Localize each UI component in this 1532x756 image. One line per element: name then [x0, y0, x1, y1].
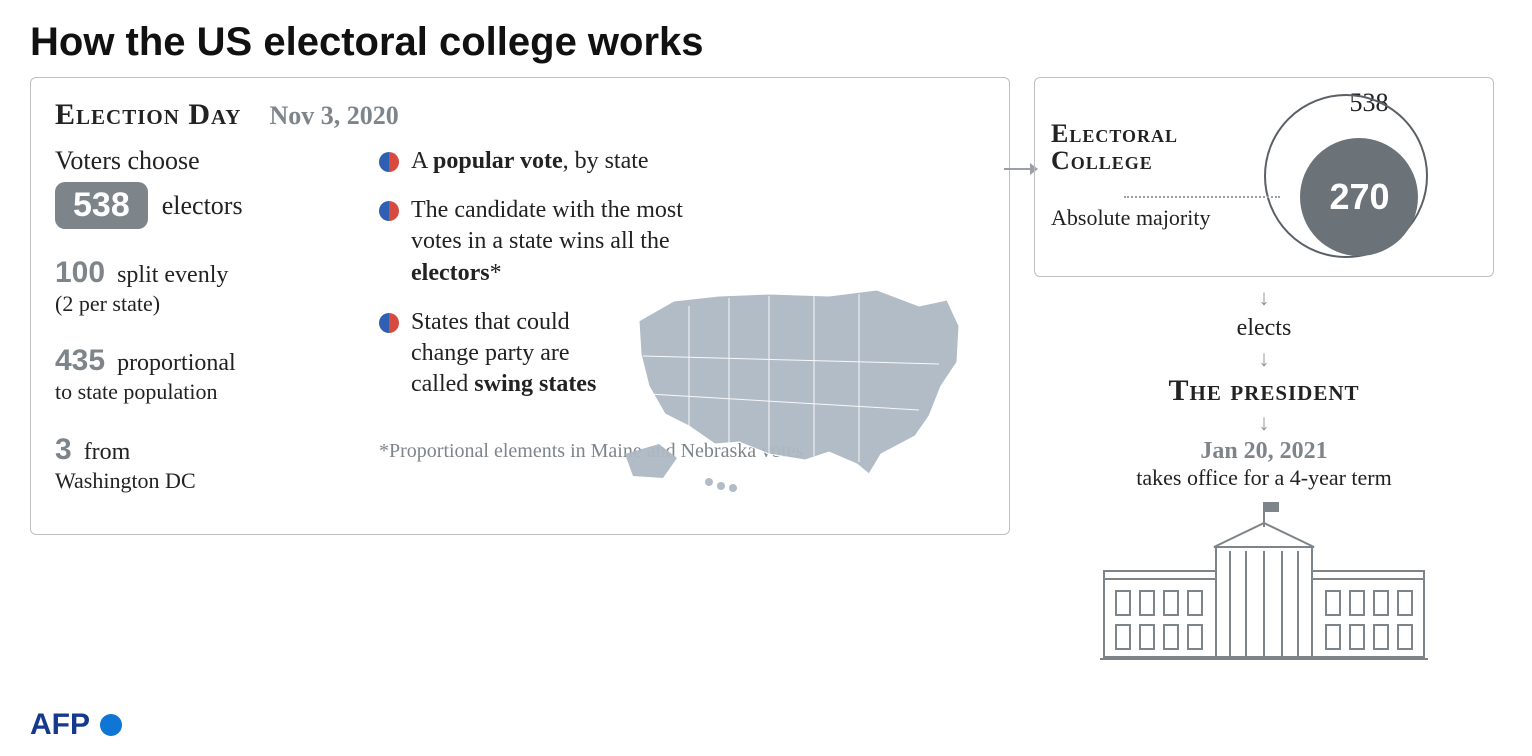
main-row: Election Day Nov 3, 2020 Voters choose 5…: [30, 77, 1502, 671]
election-day-panel: Election Day Nov 3, 2020 Voters choose 5…: [30, 77, 1010, 535]
bullet-swing-states: States that could change party are calle…: [379, 307, 609, 401]
fact-num: 3: [55, 433, 72, 466]
electoral-college-panel: Electoral College Absolute majority 538 …: [1034, 77, 1494, 277]
connector-arrow-icon: [1004, 157, 1038, 181]
bicolor-dot-icon: [379, 201, 399, 221]
bullet-text: A popular vote, by state: [411, 146, 649, 177]
fact-sub: (2 per state): [55, 291, 355, 317]
source-afp: AFP: [30, 708, 122, 742]
page-title: How the US electoral college works: [30, 20, 1502, 65]
president-label: The president: [1034, 374, 1494, 408]
fact-text: split evenly: [117, 262, 228, 288]
bullet-pre: A: [411, 148, 433, 174]
us-map-icon: [619, 266, 979, 501]
election-day-heading: Election Day: [55, 98, 241, 132]
absolute-majority-label: Absolute majority: [1051, 206, 1210, 230]
bicolor-dot-icon: [379, 313, 399, 333]
bullet-popular-vote: A popular vote, by state: [379, 146, 985, 177]
bullet-post: *: [490, 260, 502, 286]
fact-dc: 3 from Washington DC: [55, 432, 355, 494]
down-arrow-icon: ↓: [1034, 348, 1494, 370]
term-text: takes office for a 4-year term: [1034, 465, 1494, 491]
elects-label: elects: [1034, 315, 1494, 342]
inner-circle-270: 270: [1300, 138, 1418, 256]
election-date: Nov 3, 2020: [269, 101, 398, 131]
afp-label: AFP: [30, 708, 90, 742]
total-electors-row: 538 electors: [55, 182, 355, 229]
voters-choose-label: Voters choose: [55, 146, 355, 176]
fact-sub: to state population: [55, 379, 355, 405]
majority-dash-line: [1124, 196, 1280, 198]
bullet-bold: electors: [411, 260, 490, 286]
ec-title-line1: Electoral: [1051, 119, 1178, 148]
electors-breakdown-column: Voters choose 538 electors 100 split eve…: [55, 146, 355, 520]
down-arrow-icon: ↓: [1034, 287, 1494, 309]
ec-left: Electoral College Absolute majority: [1051, 120, 1210, 231]
total-electors-badge: 538: [55, 182, 148, 229]
bicolor-dot-icon: [379, 152, 399, 172]
electors-word: electors: [162, 191, 243, 221]
fact-text: from: [84, 439, 131, 465]
ec-title-line2: College: [1051, 146, 1153, 175]
bullet-bold: swing states: [474, 371, 596, 397]
fact-num: 435: [55, 344, 105, 377]
white-house-icon: [1034, 501, 1494, 671]
bullet-pre: The candidate with the most votes in a s…: [411, 197, 683, 254]
fact-text: proportional: [117, 350, 236, 376]
inauguration-date: Jan 20, 2021: [1034, 438, 1494, 465]
afp-dot-icon: [100, 714, 122, 736]
fact-sub: Washington DC: [55, 468, 355, 494]
fact-senate: 100 split evenly (2 per state): [55, 255, 355, 317]
down-arrow-icon: ↓: [1034, 412, 1494, 434]
flow-column: ↓ elects ↓ The president ↓ Jan 20, 2021 …: [1034, 287, 1494, 671]
fact-house: 435 proportional to state population: [55, 343, 355, 405]
bullet-bold: popular vote: [433, 148, 563, 174]
majority-circle-diagram: 538 270: [1228, 90, 1428, 260]
bullets-column: A popular vote, by state The candidate w…: [379, 146, 985, 520]
left-columns: Voters choose 538 electors 100 split eve…: [55, 146, 985, 520]
panel-header: Election Day Nov 3, 2020: [55, 98, 985, 132]
bullet-post: , by state: [563, 148, 649, 174]
bullet-text: States that could change party are calle…: [411, 307, 609, 401]
right-flow: Electoral College Absolute majority 538 …: [1034, 77, 1494, 671]
ec-title: Electoral College: [1051, 120, 1210, 175]
fact-num: 100: [55, 256, 105, 289]
